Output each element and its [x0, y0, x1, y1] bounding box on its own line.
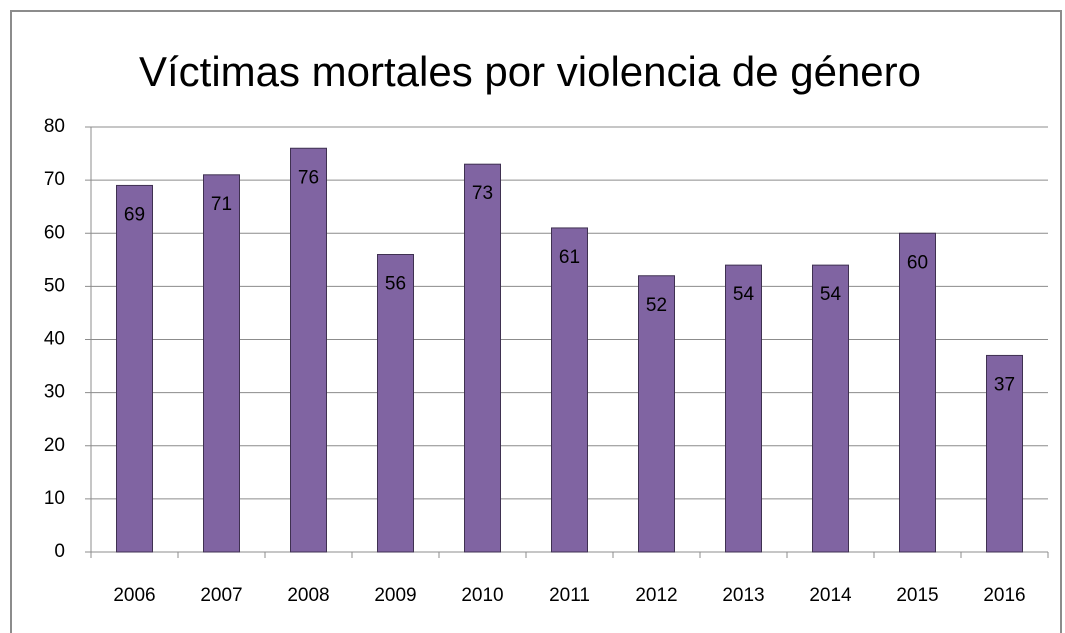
- x-tick-label: 2013: [722, 585, 764, 606]
- chart-frame: [10, 10, 1062, 633]
- y-tick-label: 0: [54, 541, 65, 562]
- data-label: 54: [733, 284, 755, 305]
- bar: [116, 184, 153, 553]
- bar: [725, 264, 762, 553]
- bar: [899, 232, 936, 553]
- bar: [638, 275, 675, 553]
- y-tick-label: 60: [44, 222, 65, 243]
- data-label: 61: [559, 247, 580, 268]
- data-label: 71: [211, 194, 232, 215]
- x-tick-label: 2010: [461, 585, 503, 606]
- x-tick-label: 2008: [287, 585, 329, 606]
- data-label: 52: [646, 295, 667, 316]
- x-tick-label: 2015: [896, 585, 938, 606]
- data-label: 76: [298, 167, 319, 188]
- bar: [464, 163, 501, 553]
- x-tick-label: 2016: [983, 585, 1025, 606]
- y-tick-label: 30: [44, 382, 65, 403]
- y-tick-label: 80: [44, 116, 65, 137]
- y-tick-label: 40: [44, 329, 65, 350]
- bar: [377, 254, 414, 553]
- x-tick-label: 2012: [635, 585, 677, 606]
- y-tick-label: 70: [44, 169, 65, 190]
- x-tick-label: 2009: [374, 585, 416, 606]
- bar: [986, 354, 1023, 553]
- bar: [290, 147, 327, 553]
- x-tick-label: 2006: [113, 585, 155, 606]
- y-tick-label: 50: [44, 275, 65, 296]
- y-tick-label: 20: [44, 435, 65, 456]
- data-label: 37: [994, 374, 1015, 395]
- x-tick-label: 2011: [549, 585, 590, 606]
- chart-title: Víctimas mortales por violencia de géner…: [139, 48, 921, 95]
- bar: [812, 264, 849, 553]
- data-label: 56: [385, 274, 406, 295]
- x-tick-label: 2007: [200, 585, 242, 606]
- bar: [203, 174, 240, 553]
- data-label: 69: [124, 204, 145, 225]
- y-tick-label: 10: [44, 488, 65, 509]
- data-label: 73: [472, 183, 493, 204]
- data-label: 54: [820, 284, 842, 305]
- x-tick-label: 2014: [809, 585, 852, 606]
- bar: [551, 227, 588, 553]
- data-label: 60: [907, 252, 928, 273]
